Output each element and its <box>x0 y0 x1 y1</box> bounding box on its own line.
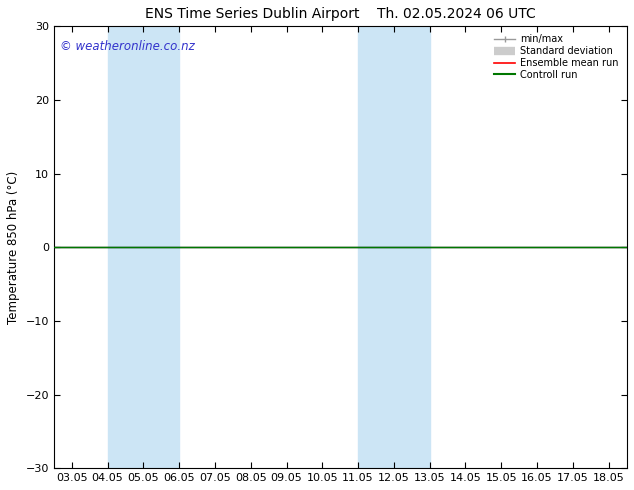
Legend: min/max, Standard deviation, Ensemble mean run, Controll run: min/max, Standard deviation, Ensemble me… <box>491 31 622 83</box>
Title: ENS Time Series Dublin Airport    Th. 02.05.2024 06 UTC: ENS Time Series Dublin Airport Th. 02.05… <box>145 7 536 21</box>
Y-axis label: Temperature 850 hPa (°C): Temperature 850 hPa (°C) <box>7 171 20 324</box>
Text: © weatheronline.co.nz: © weatheronline.co.nz <box>60 40 195 52</box>
Bar <box>358 26 430 468</box>
Bar <box>108 26 179 468</box>
